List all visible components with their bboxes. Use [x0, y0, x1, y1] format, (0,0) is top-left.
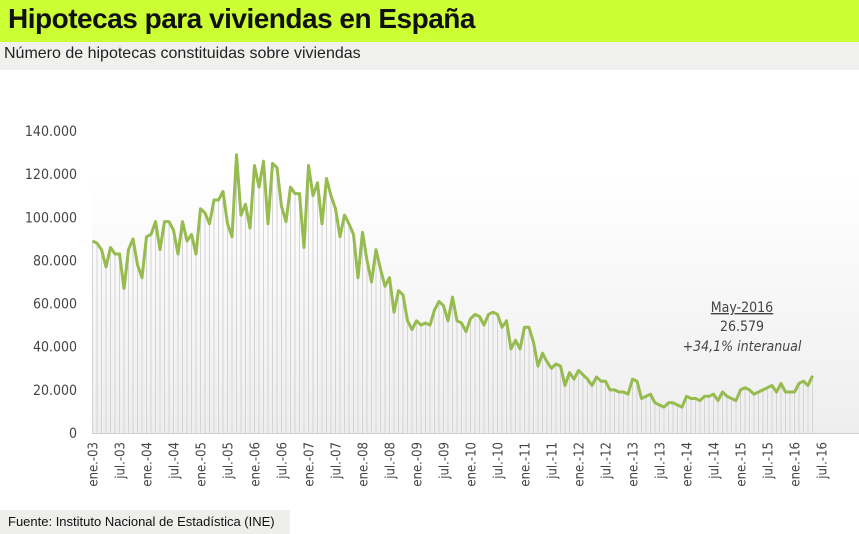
annotation-value: 26.579 [720, 319, 764, 335]
x-tick-label: ene.-16 [789, 442, 804, 487]
x-tick-label: ene.-14 [681, 442, 696, 487]
series-line [91, 153, 814, 409]
y-tick-label: 100.000 [25, 210, 77, 226]
x-tick-label: jul.-12 [600, 442, 615, 480]
chart-title: Hipotecas para viviendas en España [8, 3, 475, 34]
x-tick-label: jul.-14 [708, 442, 723, 480]
y-axis: 0 20.000 40.000 60.000 80.000 100.000 120.000 1… [25, 124, 77, 442]
annotation: May-2016 26.579 +34,1% interanual [683, 300, 802, 355]
annotation-date: May-2016 [711, 300, 773, 316]
x-tick-label: ene.-05 [195, 442, 210, 487]
x-tick-label: jul.-10 [492, 442, 507, 480]
x-tick-label: jul.-08 [384, 442, 399, 480]
y-tick-label: 20.000 [33, 383, 77, 399]
x-tick-label: ene.-12 [573, 442, 588, 487]
x-tick-label: ene.-06 [249, 442, 264, 487]
x-tick-label: jul.-04 [168, 442, 183, 480]
x-tick-label: jul.-06 [276, 442, 291, 480]
chart-subtitle: Número de hipotecas constituidas sobre v… [4, 45, 361, 62]
annotation-change: +34,1% interanual [683, 339, 802, 355]
y-tick-label: 0 [69, 426, 77, 442]
y-tick-label: 120.000 [25, 167, 77, 183]
x-tick-label: jul.-03 [114, 442, 129, 480]
x-axis: ene.-03 jul.-03 ene.-04 jul.-04 ene.-05 jul.-… [87, 442, 831, 487]
x-tick-label: jul.-13 [654, 442, 669, 480]
x-tick-label: jul.-16 [816, 442, 831, 480]
x-tick-label: ene.-08 [357, 442, 372, 487]
x-tick-label: jul.-11 [546, 442, 561, 480]
x-tick-label: ene.-07 [303, 442, 318, 487]
title-bar: Hipotecas para viviendas en España [0, 0, 859, 42]
x-tick-label: jul.-05 [222, 442, 237, 480]
x-tick-label: ene.-11 [519, 442, 534, 487]
source-note: Fuente: Instituto Nacional de Estadístic… [8, 514, 275, 529]
x-tick-label: jul.-07 [330, 442, 345, 480]
y-tick-label: 80.000 [33, 253, 77, 269]
footer: Fuente: Instituto Nacional de Estadístic… [0, 510, 290, 534]
x-tick-label: ene.-09 [411, 442, 426, 487]
x-tick-label: ene.-03 [87, 442, 102, 487]
x-tick-label: jul.-15 [762, 442, 777, 480]
x-tick-label: ene.-15 [735, 442, 750, 487]
subtitle-bar: Número de hipotecas constituidas sobre v… [0, 42, 859, 70]
x-tick-label: ene.-04 [141, 442, 156, 487]
drop-lines [92, 154, 813, 433]
x-tick-label: ene.-13 [627, 442, 642, 487]
y-tick-label: 60.000 [33, 297, 77, 313]
y-tick-label: 40.000 [33, 340, 77, 356]
x-tick-label: ene.-10 [465, 442, 480, 487]
x-tick-label: jul.-09 [438, 442, 453, 480]
y-tick-label: 140.000 [25, 124, 77, 140]
